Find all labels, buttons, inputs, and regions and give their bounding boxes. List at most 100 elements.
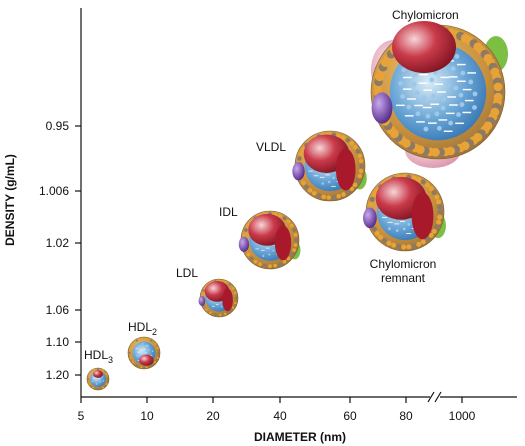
shell-head-dot: [382, 238, 388, 244]
core-lipid-mark: [99, 381, 102, 383]
core-lipid-mark: [148, 349, 150, 351]
shell-head-dot: [368, 201, 374, 207]
shell-head-dot: [153, 342, 157, 345]
shell-head-dot: [234, 301, 237, 305]
shell-head-dot: [234, 291, 237, 295]
shell-head-dot: [391, 242, 397, 248]
shell-head-dot: [357, 153, 363, 159]
shell-head-dot: [106, 378, 109, 380]
shell-head-dot: [131, 342, 135, 345]
x-tick-label-60: 60: [343, 409, 357, 423]
core-lipid-mark: [272, 249, 275, 252]
shell-head-dot: [321, 194, 326, 200]
core-lipid-mark: [400, 94, 406, 99]
y-tick-label-1.06: 1.06: [46, 303, 70, 317]
shell-head-dot: [331, 194, 337, 200]
shell-head-dot: [231, 306, 235, 309]
y-tick-label-1.20: 1.20: [46, 368, 70, 382]
shell-head-dot: [292, 248, 296, 252]
shell-head-dot: [105, 373, 108, 376]
shell-head-dot: [352, 144, 358, 150]
shell-head-dot: [371, 226, 377, 232]
shell-head-dot: [263, 263, 267, 268]
shell-head-dot: [87, 378, 90, 380]
shell-head-dot: [219, 313, 222, 317]
shell-head-dot: [355, 149, 361, 154]
core-lipid-mark: [136, 355, 138, 357]
core-lipid-mark: [321, 182, 324, 185]
core-lipid-mark: [440, 105, 446, 111]
idl-label: IDL: [219, 205, 238, 219]
red-apolipoprotein-band: [335, 148, 356, 191]
core-lipid-mark: [436, 125, 442, 131]
shell-head-dot: [378, 234, 384, 240]
core-lipid-mark: [468, 79, 474, 85]
shell-head-dot: [401, 244, 407, 250]
red-apolipoprotein: [392, 21, 456, 73]
shell-head-dot: [145, 366, 148, 369]
shell-head-dot: [97, 368, 99, 371]
shell-head-dot: [150, 339, 153, 342]
vldl-label: VLDL: [256, 140, 286, 154]
shell-head-dot: [97, 387, 99, 390]
core-lipid-mark: [95, 379, 97, 382]
shell-head-dot: [129, 356, 132, 359]
shell-head-dot: [205, 308, 208, 311]
core-lipid-mark: [402, 227, 406, 231]
core-lipid-mark: [262, 254, 265, 257]
shell-head-dot: [101, 369, 104, 372]
x-tick-label-80: 80: [399, 409, 413, 423]
shell-head-dot: [411, 243, 417, 249]
hdl2-particle: [127, 336, 161, 370]
shell-head-dot: [278, 262, 282, 266]
shell-head-dot: [282, 216, 287, 221]
shell-head-dot: [416, 177, 422, 183]
shell-head-dot: [282, 259, 287, 264]
core-lipid-mark: [423, 126, 429, 132]
shell-head-dot: [358, 168, 364, 174]
idl-particle: [238, 210, 301, 270]
shell-head-dot: [341, 135, 346, 140]
shell-head-dot: [286, 219, 291, 224]
shell-head-dot: [437, 209, 443, 215]
shell-head-dot: [406, 244, 412, 250]
shell-head-dot: [358, 158, 364, 164]
hdl3-label: HDL3: [84, 348, 113, 365]
purple-apolipoprotein: [198, 295, 206, 306]
core-lipid-mark: [431, 93, 436, 99]
shell-head-dot: [88, 382, 91, 385]
shell-head-dot: [355, 178, 361, 183]
shell-head-dot: [140, 337, 143, 340]
shell-head-dot: [135, 364, 138, 367]
core-lipid-mark: [448, 120, 454, 126]
core-lipid-mark: [220, 305, 223, 308]
shell-head-dot: [228, 283, 231, 286]
x-tick-label-40: 40: [273, 409, 287, 423]
shell-head-dot: [292, 228, 296, 232]
shell-head-dot: [336, 193, 342, 199]
y-tick-label-1.10: 1.10: [46, 335, 70, 349]
core-lipid-mark: [445, 83, 451, 89]
shell-head-dot: [298, 151, 304, 156]
core-lipid-mark: [460, 70, 466, 76]
core-lipid-mark: [454, 54, 460, 59]
shell-head-dot: [156, 356, 159, 359]
shell-head-dot: [436, 199, 442, 205]
x-tick-label-20: 20: [206, 409, 220, 423]
shell-head-dot: [436, 219, 442, 225]
core-lipid-mark: [412, 71, 418, 77]
shell-head-dot: [396, 243, 402, 250]
hdl3-particle: [86, 367, 110, 391]
shell-head-dot: [434, 224, 440, 230]
core-lipid-mark: [421, 95, 427, 101]
core-lipid-mark: [398, 80, 404, 86]
red-apolipoprotein: [139, 354, 154, 366]
shell-head-dot: [424, 182, 430, 188]
core-lipid-mark: [411, 81, 417, 87]
red-apolipoprotein-band: [274, 225, 292, 261]
core-lipid-mark: [406, 104, 412, 110]
axis-break-mark: [427, 391, 442, 403]
chylomicron-remnant-particle: [363, 172, 446, 252]
core-lipid-mark: [91, 380, 94, 383]
